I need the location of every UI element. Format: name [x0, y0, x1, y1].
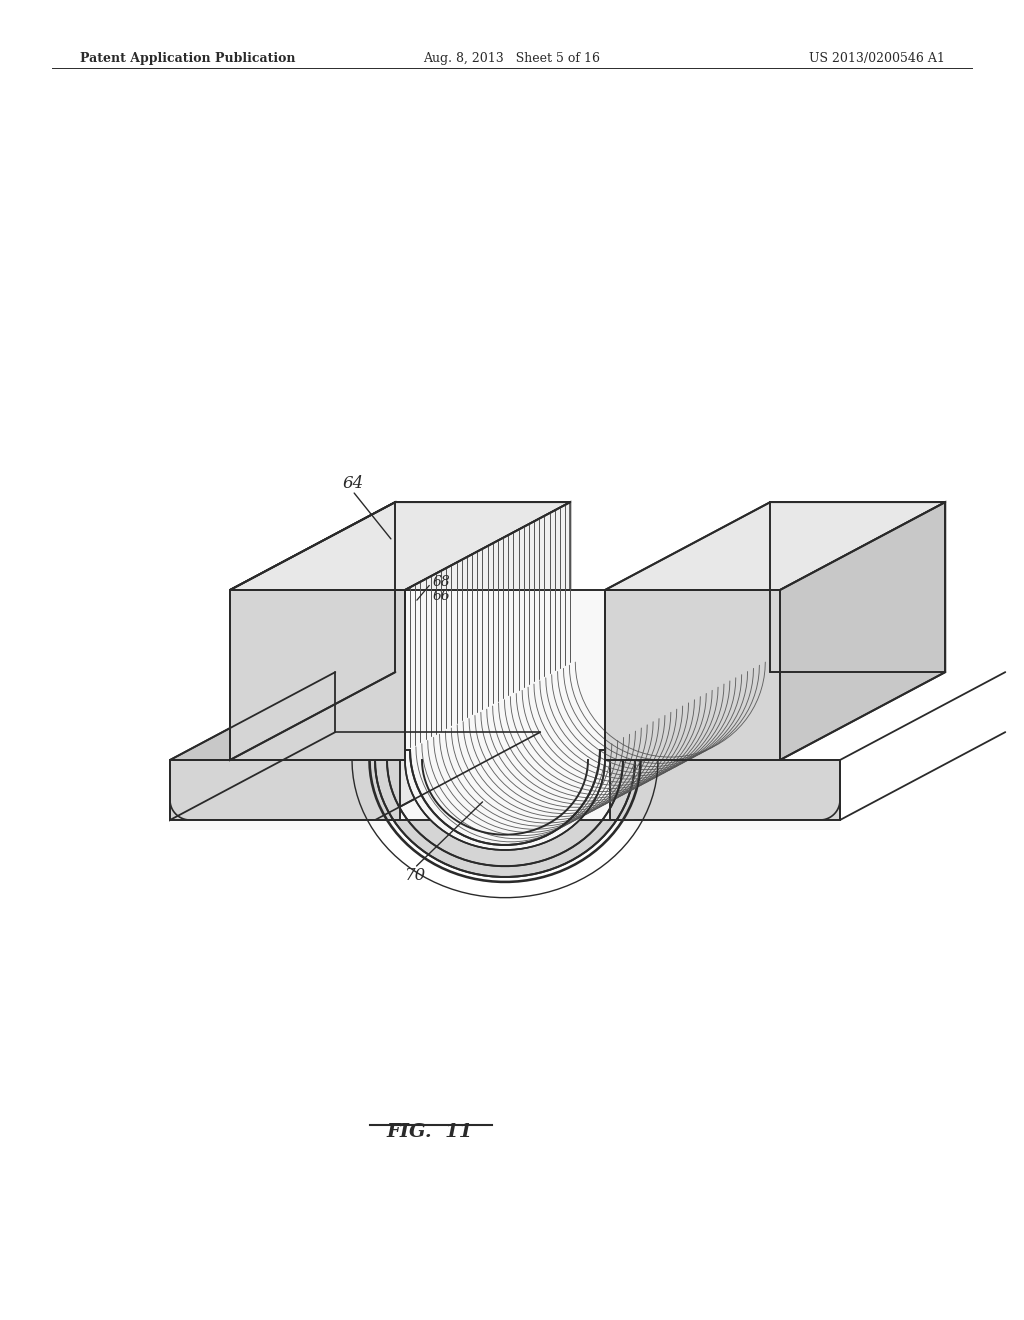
Polygon shape — [230, 502, 395, 760]
Text: 66: 66 — [433, 589, 451, 603]
Text: 70: 70 — [404, 867, 426, 884]
Text: Aug. 8, 2013   Sheet 5 of 16: Aug. 8, 2013 Sheet 5 of 16 — [424, 51, 600, 65]
Polygon shape — [230, 502, 570, 590]
Polygon shape — [406, 590, 605, 845]
Polygon shape — [170, 760, 840, 876]
Polygon shape — [170, 760, 400, 820]
Polygon shape — [170, 733, 541, 820]
Text: 64: 64 — [342, 475, 364, 492]
Polygon shape — [170, 672, 335, 820]
Polygon shape — [170, 760, 840, 830]
Polygon shape — [395, 502, 570, 672]
Text: FIG.  11: FIG. 11 — [387, 1123, 473, 1140]
Text: 68: 68 — [433, 576, 451, 589]
Polygon shape — [230, 590, 406, 760]
Polygon shape — [406, 502, 570, 750]
Text: US 2013/0200546 A1: US 2013/0200546 A1 — [809, 51, 945, 65]
Polygon shape — [605, 502, 945, 590]
Polygon shape — [780, 502, 945, 760]
Polygon shape — [610, 760, 840, 820]
Polygon shape — [406, 741, 605, 850]
Polygon shape — [770, 502, 945, 672]
Text: Patent Application Publication: Patent Application Publication — [80, 51, 296, 65]
Polygon shape — [605, 590, 780, 760]
